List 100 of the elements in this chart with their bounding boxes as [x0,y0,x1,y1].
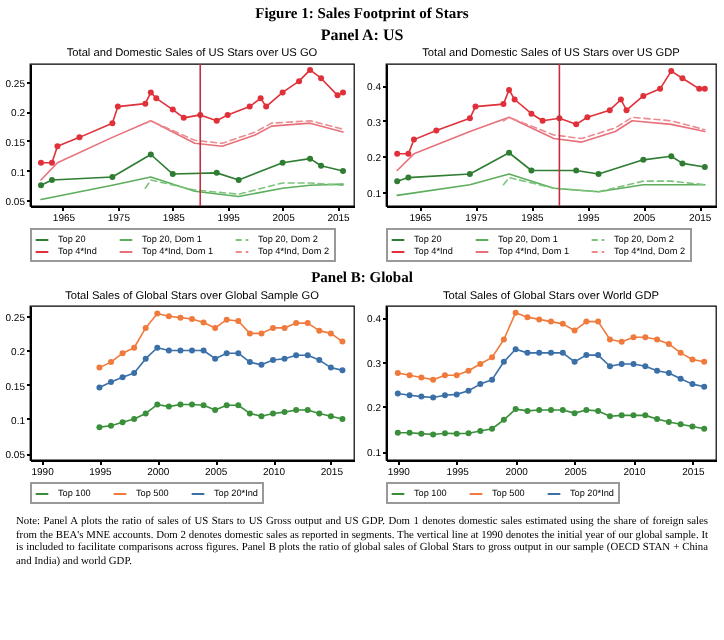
point [37,182,44,189]
point [200,319,207,326]
point [573,167,580,174]
point [48,159,55,166]
point [304,320,311,327]
point [465,387,472,394]
point [147,89,154,96]
point [696,85,703,92]
point [640,92,647,99]
point [189,316,195,322]
point [583,318,590,325]
point [583,352,590,359]
point [654,367,661,374]
point [154,310,161,317]
point [142,355,149,362]
point [223,402,230,409]
point [114,103,121,110]
point [180,114,187,121]
point [606,413,613,420]
point [418,374,425,381]
point [131,370,138,377]
point [689,356,696,363]
point [307,155,314,162]
point [200,347,207,354]
point [96,424,103,431]
point [281,324,288,331]
point [665,340,672,347]
point [618,361,625,368]
point [224,111,231,118]
point [258,330,265,337]
point [258,413,265,420]
point [316,327,323,334]
point [246,359,253,366]
point [327,413,334,420]
point [701,85,708,92]
point [223,316,230,323]
point [406,429,413,436]
point [441,392,448,399]
point [270,410,276,417]
point [571,327,578,334]
point [96,384,103,391]
point [109,120,116,127]
point [405,174,412,181]
point [108,422,114,429]
point [465,430,472,437]
point [37,159,44,166]
point [477,427,484,434]
point [293,352,300,359]
point [213,117,220,124]
point [606,107,613,114]
line-series [96,310,346,371]
point [279,89,286,96]
line-series [96,344,346,391]
point [500,336,507,343]
point [246,103,253,110]
point [618,338,625,345]
point [177,401,184,408]
point [119,419,126,426]
point [394,369,401,376]
point [177,314,184,321]
point [524,349,531,356]
point [223,350,230,357]
line-series [396,116,706,172]
point [76,134,83,141]
point [571,410,578,417]
point [153,95,160,102]
point [642,334,649,341]
point [477,361,484,368]
point [318,162,325,169]
point [559,407,566,413]
point [142,100,149,107]
point [154,344,161,351]
line-series [396,173,706,197]
point [571,358,578,365]
point [394,429,401,436]
point [689,423,696,430]
point [189,347,195,354]
point [528,167,535,174]
point [665,419,672,426]
point [394,150,401,157]
point [701,383,708,390]
point [154,401,161,408]
point [296,78,303,85]
point [119,374,126,381]
point [131,415,138,422]
point [318,75,325,82]
point [548,407,554,413]
point [500,416,507,423]
point [512,346,519,353]
line-series [40,176,344,201]
point [654,415,661,422]
point [466,115,473,122]
text: Panel A: US [318,26,406,44]
point [212,324,219,331]
point [430,376,437,383]
point [108,359,114,366]
point [506,149,513,156]
point [548,349,554,356]
point [258,361,265,368]
point [418,393,425,400]
